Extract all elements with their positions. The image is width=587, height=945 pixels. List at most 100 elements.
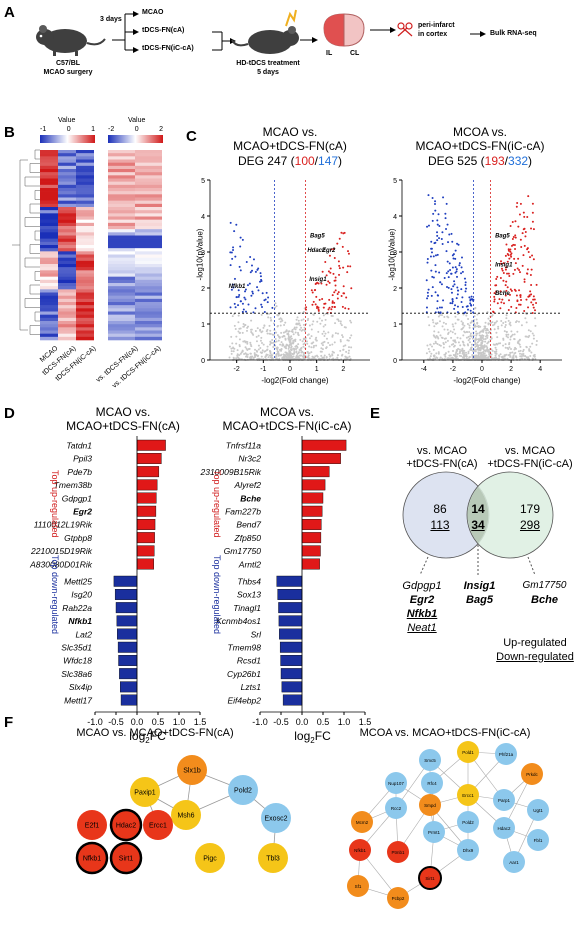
- volcano-point: [328, 353, 331, 356]
- volcano-point: [266, 353, 269, 356]
- volcano-point: [324, 318, 327, 321]
- volcano-point: [259, 339, 262, 342]
- heatmap-cell: [40, 172, 58, 176]
- volcano-point: [233, 324, 236, 327]
- volcano-point: [327, 308, 330, 311]
- volcano-point: [341, 335, 344, 338]
- volcano-point: [257, 348, 260, 351]
- volcano-point: [346, 271, 349, 274]
- volcano-point: [235, 223, 238, 226]
- volcano-point: [350, 346, 353, 349]
- network-node-label: Smc5: [424, 758, 436, 763]
- volcano-point: [283, 345, 286, 348]
- volcano-point: [260, 280, 263, 283]
- heatmap-cell: [108, 273, 135, 277]
- volcano-point: [346, 250, 349, 253]
- network-node-label: Msh6: [177, 813, 194, 820]
- heatmap-cell: [40, 327, 58, 331]
- heatmap-cell: [135, 235, 162, 239]
- volcano-point: [256, 286, 259, 289]
- heatmap-cell: [76, 267, 94, 271]
- volcano-point: [242, 323, 245, 326]
- volcano-point: [322, 314, 325, 317]
- heatmap-cell: [76, 169, 94, 173]
- volcano-point: [259, 272, 262, 275]
- heatmap-cell: [40, 336, 58, 341]
- volcano-point: [336, 292, 339, 295]
- gene-label: Insig1: [309, 277, 327, 283]
- heatmap-cell: [135, 222, 162, 227]
- heatmap-cell: [58, 207, 76, 211]
- volcano-point: [302, 337, 305, 340]
- volcano-point: [527, 306, 530, 309]
- heatmap-cell: [108, 298, 135, 303]
- volcano-point: [287, 356, 290, 359]
- heatmap-cell: [76, 308, 94, 312]
- group-tdcs-icca: tDCS-FN(iC-cA): [142, 45, 194, 52]
- volcano-point: [246, 342, 249, 345]
- volcano-point: [310, 346, 313, 349]
- heatmap-cell: [58, 194, 76, 198]
- volcano-point: [297, 343, 300, 346]
- heatmap-cell: [76, 153, 94, 157]
- volcano-point: [437, 352, 440, 355]
- volcano-point: [237, 321, 240, 324]
- heatmap-cell: [135, 203, 162, 208]
- volcano-point: [265, 349, 268, 352]
- volcano-point: [254, 270, 257, 273]
- volcano-point: [321, 297, 324, 300]
- volcano-point: [294, 328, 297, 331]
- volcano-point: [287, 333, 290, 336]
- cb2-tick: 2: [159, 126, 163, 133]
- volcano-point: [322, 330, 325, 333]
- heatmap-cell: [40, 216, 58, 220]
- heatmap-cell: [108, 226, 135, 230]
- cb1-tick: 1: [91, 126, 95, 133]
- periinfarct-region: in cortex: [418, 31, 448, 38]
- heatmap-cell: [108, 216, 135, 220]
- volcano-point: [236, 353, 239, 356]
- volcano-point: [260, 331, 263, 334]
- dendrogram-branch: [29, 244, 40, 254]
- heatmap-cell: [108, 191, 135, 195]
- volcano-point: [298, 322, 301, 325]
- heatmap-cell: [76, 257, 94, 262]
- volcano-point: [324, 323, 327, 326]
- heatmap-cell: [135, 289, 162, 293]
- volcano-point: [232, 350, 235, 353]
- heatmap-cell: [58, 286, 76, 290]
- volcano-point: [276, 334, 279, 337]
- volcano-point: [323, 335, 326, 338]
- volcano-point: [311, 342, 314, 345]
- volcano-point: [253, 356, 256, 359]
- volcano-point: [337, 318, 340, 321]
- volcano-point: [343, 326, 346, 329]
- heatmap-cell: [40, 333, 58, 338]
- heatmap-cell: [76, 207, 94, 211]
- panel-letter-f: F: [4, 714, 14, 731]
- volcano-point: [331, 301, 334, 304]
- heatmap-cell: [40, 248, 58, 252]
- volcano-point: [325, 337, 328, 340]
- volcano-point: [321, 344, 324, 347]
- volcano-point: [336, 354, 339, 357]
- volcano-point: [320, 342, 323, 345]
- volcano-point: [260, 303, 263, 306]
- volcano-point: [307, 333, 310, 336]
- volcano-point: [246, 284, 249, 287]
- heatmap-cell: [135, 248, 162, 252]
- heatmap-cell: [108, 165, 135, 170]
- heatmap-cell: [76, 210, 94, 214]
- volcano-point: [329, 271, 332, 274]
- heatmap-cell: [40, 226, 58, 230]
- volcano-point: [288, 336, 291, 339]
- dendrogram-branch: [29, 325, 40, 335]
- volcano-point: [286, 354, 289, 357]
- heatmap-cell: [40, 153, 58, 157]
- volcano-point: [523, 310, 526, 313]
- heatmap-cell: [58, 264, 76, 268]
- heatmap-cell: [58, 229, 76, 233]
- heatmap-cell: [108, 321, 135, 325]
- heatmap-cell: [76, 188, 94, 192]
- heatmap-cell: [135, 317, 162, 322]
